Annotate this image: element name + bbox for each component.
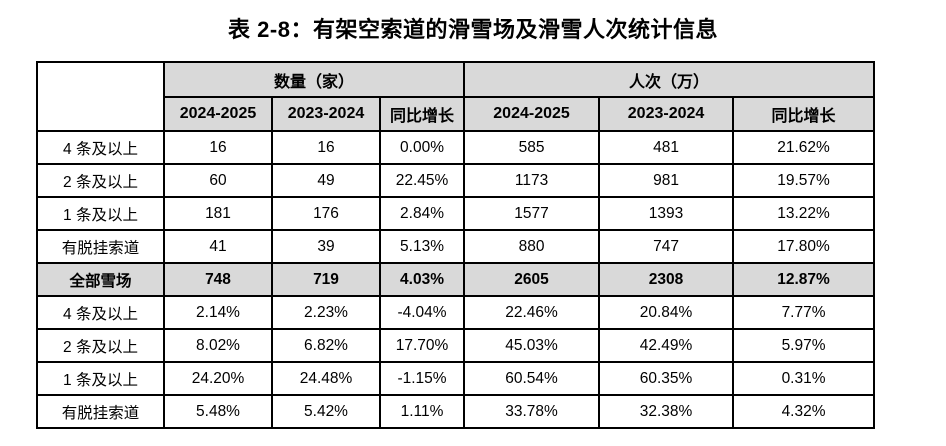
table-row: 2 条及以上 60 49 22.45% 1173 981 19.57% (36, 163, 876, 198)
group-header-row: 数量（家） 人次（万） (36, 61, 876, 132)
table-row: 4 条及以上 2.14% 2.23% -4.04% 22.46% 20.84% … (36, 295, 876, 330)
row-label: 4 条及以上 (36, 295, 165, 330)
data-cell: 5.13% (378, 229, 466, 264)
data-cell: 880 (463, 229, 601, 264)
table-row: 2 条及以上 8.02% 6.82% 17.70% 45.03% 42.49% … (36, 328, 876, 363)
table-row: 有脱挂索道 5.48% 5.42% 1.11% 33.78% 32.38% 4.… (36, 394, 876, 429)
data-cell: 719 (271, 262, 381, 297)
data-cell: 60.54% (463, 361, 601, 396)
column-header-visits-2023-2024: 2023-2024 (598, 96, 735, 132)
data-cell: 22.46% (463, 295, 601, 330)
data-cell: 41 (163, 229, 273, 264)
data-cell: 13.22% (732, 196, 876, 231)
column-header-visits-yoy-growth: 同比增长 (732, 96, 876, 132)
data-cell: 42.49% (598, 328, 735, 363)
row-label: 4 条及以上 (36, 130, 165, 165)
data-cell: 60.35% (598, 361, 735, 396)
data-cell: 2605 (463, 262, 601, 297)
data-cell: 45.03% (463, 328, 601, 363)
data-cell: 2.84% (378, 196, 466, 231)
data-cell: 748 (163, 262, 273, 297)
data-cell: 981 (598, 163, 735, 198)
table-row: 有脱挂索道 41 39 5.13% 880 747 17.80% (36, 229, 876, 264)
data-cell: 181 (163, 196, 273, 231)
data-cell: 17.80% (732, 229, 876, 264)
page-title: 表 2-8：有架空索道的滑雪场及滑雪人次统计信息 (228, 17, 718, 42)
data-cell: 32.38% (598, 394, 735, 429)
data-cell: 4.32% (732, 394, 876, 429)
data-cell: 21.62% (732, 130, 876, 165)
data-cell: 2308 (598, 262, 735, 297)
row-label: 有脱挂索道 (36, 229, 165, 264)
row-label: 全部雪场 (36, 262, 165, 297)
data-cell: 49 (271, 163, 381, 198)
data-cell: 0.31% (732, 361, 876, 396)
data-cell: 2.14% (163, 295, 273, 330)
table-row: 1 条及以上 181 176 2.84% 1577 1393 13.22% (36, 196, 876, 231)
data-cell: 24.20% (163, 361, 273, 396)
data-cell: 16 (271, 130, 381, 165)
data-cell: 7.77% (732, 295, 876, 330)
data-cell: 4.03% (378, 262, 466, 297)
data-cell: 60 (163, 163, 273, 198)
corner-cell (36, 61, 165, 132)
row-label: 2 条及以上 (36, 328, 165, 363)
row-label: 1 条及以上 (36, 196, 165, 231)
table-row: 4 条及以上 16 16 0.00% 585 481 21.62% (36, 130, 876, 165)
data-cell: 5.48% (163, 394, 273, 429)
data-cell: 8.02% (163, 328, 273, 363)
data-cell: 6.82% (271, 328, 381, 363)
column-header-qty-2024-2025: 2024-2025 (163, 96, 273, 132)
column-header-qty-2023-2024: 2023-2024 (271, 96, 381, 132)
data-cell: 585 (463, 130, 601, 165)
data-cell: -4.04% (378, 295, 466, 330)
data-cell: 2.23% (271, 295, 381, 330)
column-header-qty-yoy-growth: 同比增长 (378, 96, 466, 132)
data-cell: 176 (271, 196, 381, 231)
data-cell: 39 (271, 229, 381, 264)
row-label: 有脱挂索道 (36, 394, 165, 429)
data-cell: 1.11% (378, 394, 466, 429)
ropeway-ski-stats-table: 数量（家） 人次（万） 2024-2025 2023-2024 同比增长 202… (36, 61, 876, 429)
column-header-row: 2024-2025 2023-2024 同比增长 2024-2025 2023-… (37, 96, 876, 132)
group-header-visits: 人次（万） (463, 61, 876, 98)
column-header-visits-2024-2025: 2024-2025 (463, 96, 601, 132)
data-cell: 16 (163, 130, 273, 165)
data-cell: 1577 (463, 196, 601, 231)
data-cell: 33.78% (463, 394, 601, 429)
data-cell: 5.42% (271, 394, 381, 429)
data-cell: 481 (598, 130, 735, 165)
data-cell: 1173 (463, 163, 601, 198)
data-cell: 17.70% (378, 328, 466, 363)
data-cell: 0.00% (378, 130, 466, 165)
row-label: 1 条及以上 (36, 361, 165, 396)
data-cell: 20.84% (598, 295, 735, 330)
data-cell: 24.48% (271, 361, 381, 396)
data-cell: 12.87% (732, 262, 876, 297)
table-row: 1 条及以上 24.20% 24.48% -1.15% 60.54% 60.35… (36, 361, 876, 396)
group-header-quantity: 数量（家） (162, 61, 466, 98)
total-row: 全部雪场 748 719 4.03% 2605 2308 12.87% (36, 262, 876, 297)
data-cell: 5.97% (732, 328, 876, 363)
data-cell: -1.15% (378, 361, 466, 396)
data-cell: 19.57% (732, 163, 876, 198)
data-cell: 22.45% (378, 163, 466, 198)
data-cell: 1393 (598, 196, 735, 231)
row-label: 2 条及以上 (36, 163, 165, 198)
data-cell: 747 (598, 229, 735, 264)
